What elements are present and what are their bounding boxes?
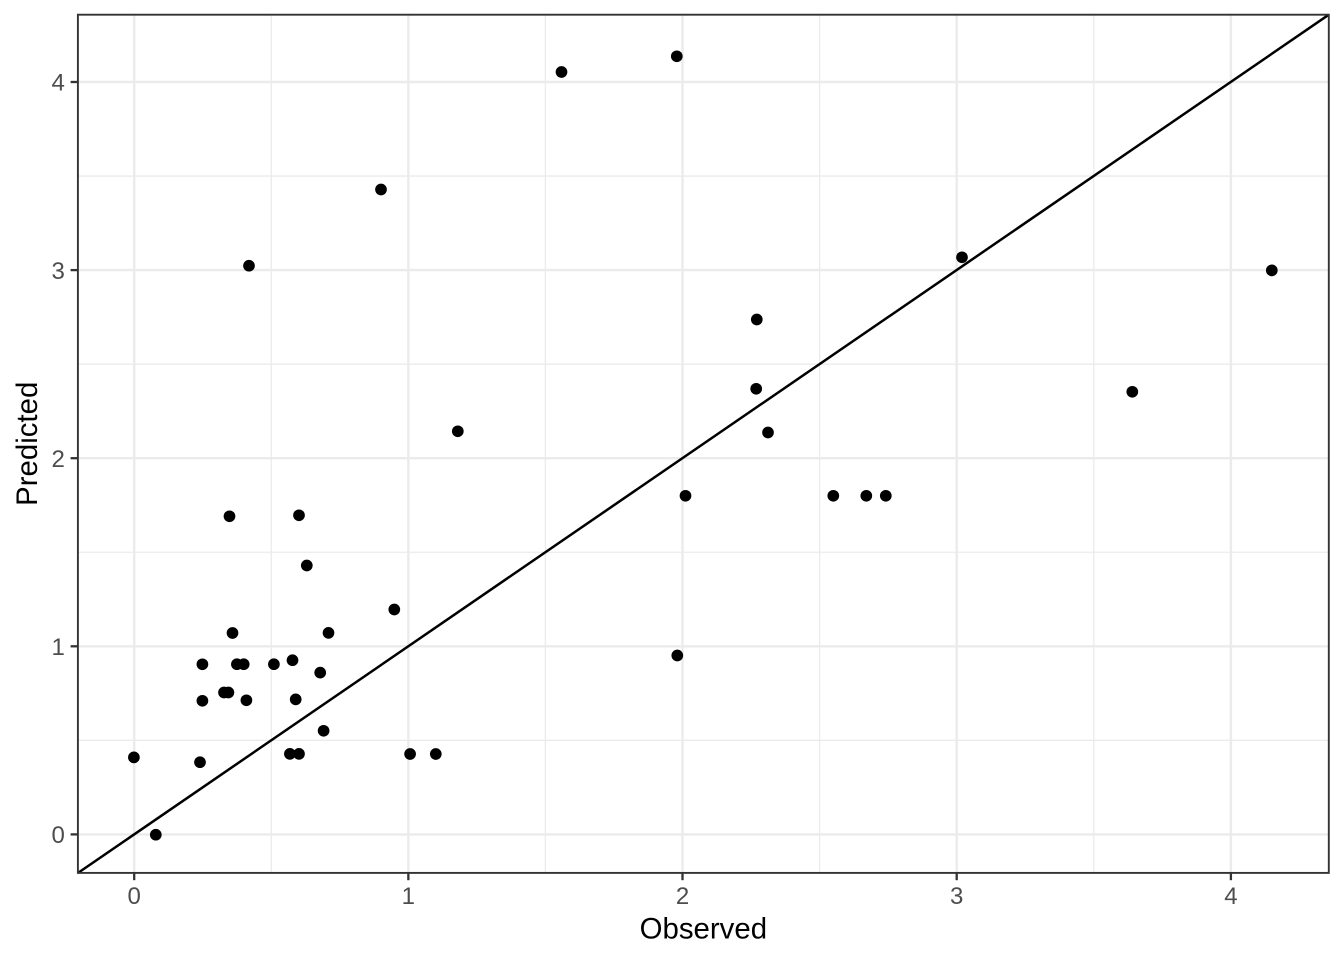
svg-text:4: 4 bbox=[51, 70, 64, 97]
svg-text:2: 2 bbox=[676, 883, 689, 910]
svg-text:0: 0 bbox=[128, 883, 141, 910]
svg-text:4: 4 bbox=[1224, 883, 1237, 910]
svg-text:1: 1 bbox=[402, 883, 415, 910]
svg-text:1: 1 bbox=[51, 634, 64, 661]
svg-text:3: 3 bbox=[950, 883, 963, 910]
svg-text:Observed: Observed bbox=[640, 913, 767, 946]
svg-text:3: 3 bbox=[51, 258, 64, 285]
svg-text:Predicted: Predicted bbox=[11, 382, 44, 506]
svg-text:0: 0 bbox=[51, 822, 64, 849]
svg-text:2: 2 bbox=[51, 446, 64, 473]
